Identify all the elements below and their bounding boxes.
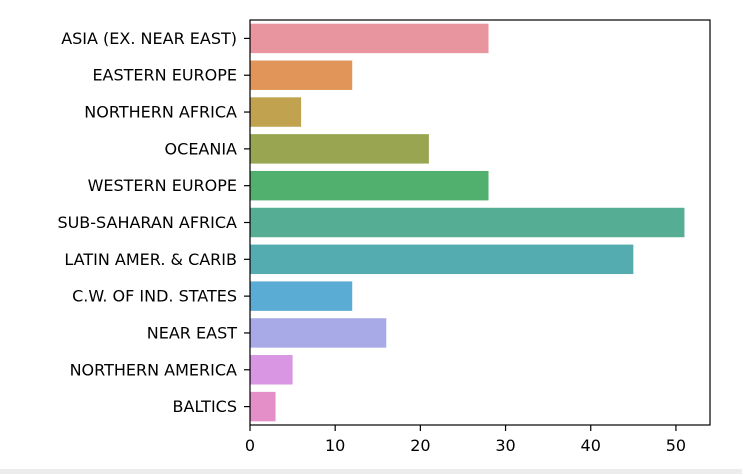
category-labels: ASIA (EX. NEAR EAST) EASTERN EUROPE NORTHE… [57,29,250,416]
category-label-0: ASIA (EX. NEAR EAST) [61,29,237,48]
plot-frame [249,19,711,426]
x-tick-label-1: 10 [325,436,345,455]
bar-6 [250,244,634,275]
x-tick-label-3: 30 [495,436,515,455]
bar-10 [250,391,276,422]
bar-8 [250,318,387,348]
category-label-6: LATIN AMER. & CARIB [64,250,237,269]
bar-2 [250,97,302,127]
bars-layer [250,23,685,422]
bar-3 [250,134,429,164]
x-tick-label-2: 20 [410,436,430,455]
category-label-2: NORTHERN AFRICA [84,103,237,122]
category-label-7: C.W. OF IND. STATES [72,287,237,306]
category-label-8: NEAR EAST [147,323,237,342]
window-bottom-strip [0,469,742,474]
x-tick-label-5: 50 [666,436,686,455]
x-tick-label-4: 40 [581,436,601,455]
category-label-9: NORTHERN AMERICA [70,360,237,379]
bar-9 [250,355,293,385]
category-label-4: WESTERN EUROPE [88,176,237,195]
category-label-1: EASTERN EUROPE [92,66,237,85]
category-label-5: SUB-SAHARAN AFRICA [57,213,237,232]
category-label-3: OCEANIA [165,139,238,158]
x-axis-ticks: 0 10 20 30 40 50 [245,425,686,455]
bar-1 [250,60,353,90]
bar-5 [250,207,685,238]
bar-0 [250,23,489,54]
bar-7 [250,281,353,311]
bar-4 [250,170,489,201]
category-label-10: BALTICS [173,397,237,416]
x-tick-label-0: 0 [245,436,255,455]
